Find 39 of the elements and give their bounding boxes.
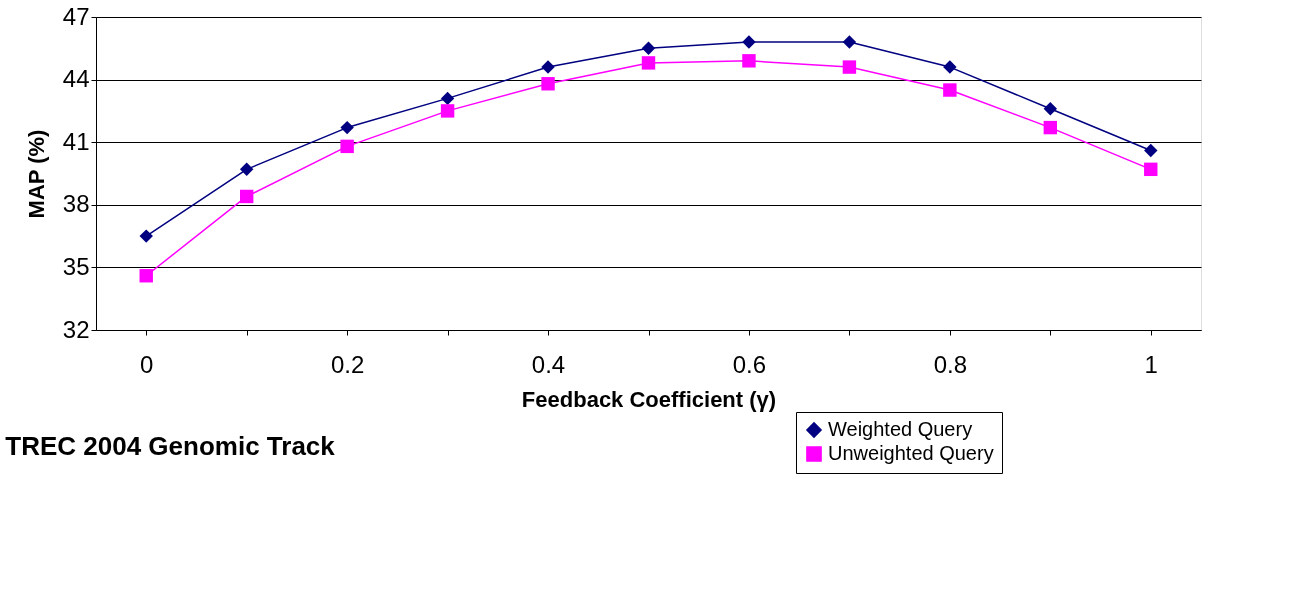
x-axis-title: Feedback Coefficient (γ) <box>521 386 777 412</box>
x-tick-label: 0.8 <box>933 350 968 378</box>
point <box>641 56 656 70</box>
y-tick-label: 35 <box>62 252 90 280</box>
legend-label: Unweighted Query <box>828 442 994 464</box>
point <box>440 91 455 106</box>
point <box>239 189 254 204</box>
point <box>1043 120 1058 135</box>
y-axis-title: MAP (%) <box>23 129 49 219</box>
legend-label: Weighted Query <box>828 418 973 440</box>
point <box>1043 102 1058 116</box>
point <box>139 269 153 283</box>
point <box>340 120 354 135</box>
text: TREC 2004 Genomic Track <box>5 430 336 461</box>
point <box>742 54 756 68</box>
y-tick-label: 32 <box>62 315 90 343</box>
point <box>1144 162 1158 177</box>
y-tick-label: 41 <box>62 127 90 155</box>
y-tick-label: 38 <box>62 190 90 218</box>
y-tick-label: 44 <box>62 65 90 93</box>
point <box>440 104 455 118</box>
point <box>139 229 153 243</box>
point <box>943 83 957 97</box>
x-tick-label: 0.2 <box>330 350 365 378</box>
point <box>641 41 656 56</box>
point <box>943 60 957 74</box>
x-tick-label: 1 <box>1144 350 1158 378</box>
x-tick-label: 0.6 <box>732 350 767 378</box>
point <box>742 35 756 49</box>
x-tick-label: 0 <box>140 350 154 378</box>
point <box>340 139 354 154</box>
point <box>541 77 555 91</box>
point <box>842 35 857 49</box>
point <box>1144 143 1158 158</box>
x-tick-label: 0.4 <box>531 350 566 378</box>
point <box>842 60 857 74</box>
y-tick-label: 47 <box>62 2 90 30</box>
point <box>541 60 555 74</box>
point <box>239 162 254 177</box>
